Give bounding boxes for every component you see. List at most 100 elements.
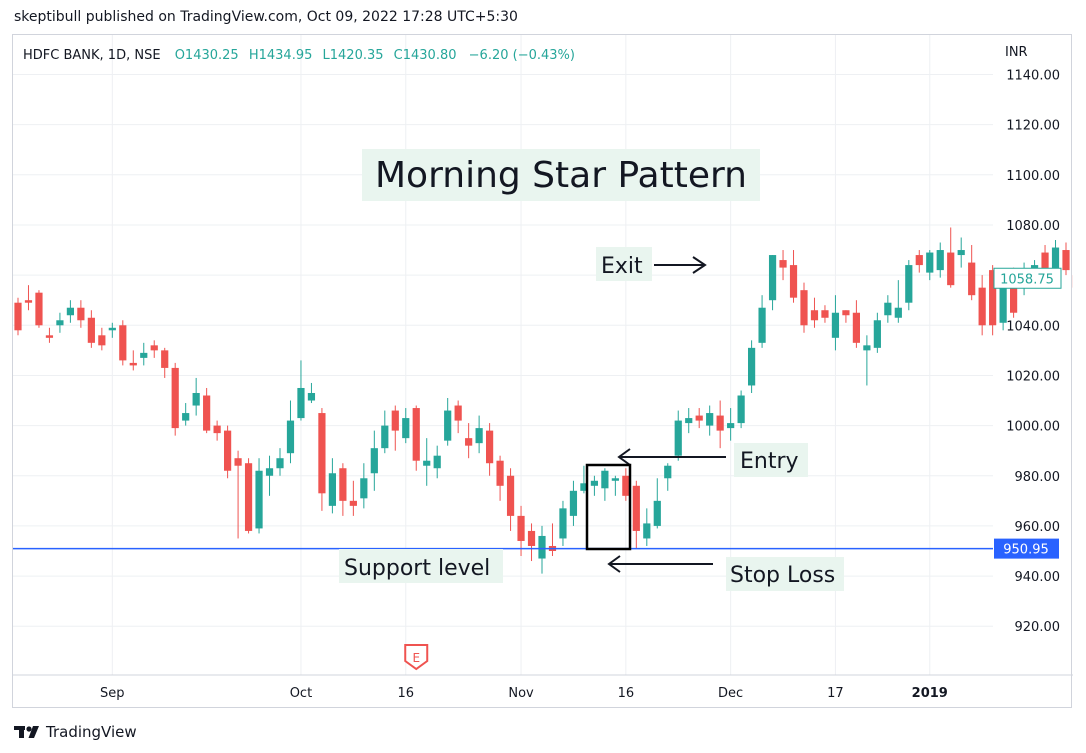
candle — [213, 420, 221, 441]
candle — [527, 523, 536, 562]
candle-body — [244, 463, 253, 531]
candle-body — [255, 470, 263, 529]
candle — [391, 405, 399, 451]
candle-body — [24, 300, 33, 303]
candlestick-chart[interactable]: 1140.001120.001100.001080.001060.001040.… — [13, 35, 1073, 709]
candle — [506, 468, 515, 531]
candle — [538, 525, 546, 574]
x-tick-label: Oct — [290, 686, 312, 701]
candle — [318, 408, 326, 511]
candle — [454, 400, 462, 434]
candle-body — [517, 515, 525, 541]
candle-body — [370, 448, 378, 474]
candle-body — [171, 367, 179, 429]
footer: TradingView — [14, 722, 137, 742]
candle — [129, 350, 137, 371]
candle-body — [632, 485, 640, 531]
support-label-background — [339, 549, 503, 583]
candle-body — [140, 352, 148, 358]
candle — [622, 468, 630, 501]
candle-body — [14, 302, 22, 331]
earnings-marker-label: E — [412, 651, 420, 665]
candle-body — [45, 335, 54, 338]
x-tick-label: Nov — [508, 686, 534, 701]
candle — [140, 342, 148, 366]
candle — [77, 300, 85, 328]
x-tick-label: Sep — [100, 686, 125, 701]
chart-frame[interactable]: 1140.001120.001100.001080.001060.001040.… — [12, 34, 1073, 709]
candle-body — [1062, 250, 1070, 271]
candle-body — [496, 460, 504, 486]
candle-body — [768, 255, 777, 301]
candle — [580, 465, 588, 494]
candle — [685, 408, 693, 434]
candle-body — [66, 307, 74, 316]
earnings-marker-icon[interactable]: E — [404, 644, 429, 671]
candle — [664, 463, 672, 491]
candle — [370, 430, 378, 491]
candle — [842, 310, 850, 323]
last-price-value: 1058.75 — [1000, 272, 1054, 287]
y-tick-label: 1080.00 — [1006, 219, 1060, 234]
candle-body — [161, 350, 169, 368]
x-tick-label: 16 — [618, 686, 635, 701]
candle-body — [674, 420, 682, 456]
candle — [821, 305, 829, 323]
y-tick-label: 1040.00 — [1006, 319, 1060, 334]
time-axis[interactable]: Sep Oct 16 Nov 16 Dec 17 2019 — [13, 674, 1073, 701]
candle-body — [412, 408, 420, 461]
candle — [789, 250, 798, 303]
candle — [800, 282, 808, 333]
candle-body — [56, 320, 64, 326]
candle — [716, 400, 724, 449]
candle — [45, 327, 54, 343]
candle — [632, 480, 640, 549]
candle — [182, 403, 190, 426]
candle — [192, 377, 200, 416]
candle-body — [989, 270, 997, 326]
candle-body — [653, 500, 661, 526]
y-tick-label: 940.00 — [1015, 570, 1061, 585]
candle — [465, 423, 473, 459]
candle-body — [601, 470, 609, 489]
candle-body — [894, 307, 902, 318]
candle — [748, 340, 756, 393]
candle-body — [108, 327, 116, 331]
candle-body — [737, 395, 745, 424]
candle-body — [622, 475, 630, 496]
y-tick-label: 1000.00 — [1006, 420, 1060, 435]
candle — [402, 408, 410, 444]
candle-body — [905, 265, 913, 303]
candle — [24, 285, 33, 311]
candle-body — [150, 345, 158, 351]
candle — [810, 297, 819, 328]
ohlc-close: C1430.80 — [394, 48, 457, 63]
candle-body — [506, 475, 515, 516]
candle-body — [968, 262, 976, 296]
x-tick-label: 2019 — [912, 686, 948, 701]
y-tick-label: 1020.00 — [1006, 369, 1060, 384]
entry-label-background — [734, 443, 808, 477]
candle-body — [748, 347, 756, 386]
candle-body — [999, 282, 1007, 323]
candle-body — [706, 413, 714, 426]
candle — [349, 480, 357, 516]
candle — [695, 408, 703, 429]
candle-body — [328, 473, 336, 506]
candle-body — [486, 430, 494, 464]
candle — [203, 387, 211, 434]
candle-body — [224, 430, 232, 471]
currency-label: INR — [1005, 45, 1028, 60]
candle-body — [569, 490, 578, 516]
exit-label-background — [596, 247, 652, 281]
candle-body — [716, 415, 724, 431]
candle — [150, 340, 158, 358]
y-tick-label: 1140.00 — [1006, 68, 1060, 83]
candle-body — [35, 292, 43, 326]
candle-body — [77, 307, 85, 321]
candle-body — [527, 530, 536, 546]
candle — [926, 250, 934, 281]
candle-body — [779, 260, 787, 268]
ohlc-open: O1430.25 — [175, 48, 239, 63]
grid — [13, 35, 993, 675]
